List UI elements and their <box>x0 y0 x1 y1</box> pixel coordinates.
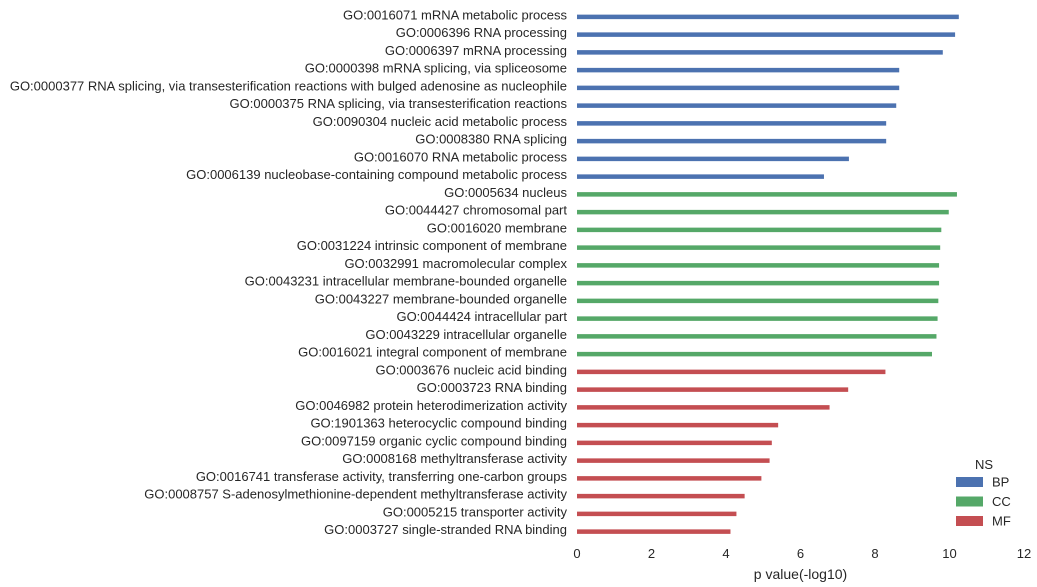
bar-cc <box>577 298 939 304</box>
category-label: GO:0008757 S-adenosylmethionine-dependen… <box>144 487 567 502</box>
bars <box>577 14 959 534</box>
category-label: GO:0003727 single-stranded RNA binding <box>324 522 567 537</box>
category-label: GO:0016741 transferase activity, transfe… <box>196 469 568 484</box>
category-label: GO:0000375 RNA splicing, via transesteri… <box>230 96 568 111</box>
bar-cc <box>577 245 941 250</box>
category-label: GO:0005215 transporter activity <box>383 504 568 519</box>
legend-label-cc: CC <box>992 494 1011 509</box>
category-label: GO:0016070 RNA metabolic process <box>354 149 568 164</box>
category-label: GO:0008168 methyltransferase activity <box>342 451 567 466</box>
category-label: GO:0006397 mRNA processing <box>385 43 567 58</box>
x-tick-label: 0 <box>573 546 580 561</box>
bar-cc <box>577 263 940 268</box>
bar-bp <box>577 138 887 144</box>
bar-mf <box>577 387 849 392</box>
category-label: GO:0003723 RNA binding <box>417 380 567 395</box>
bar-mf <box>577 422 779 428</box>
x-tick-label: 4 <box>722 546 729 561</box>
bar-mf <box>577 369 886 375</box>
x-axis-title: p value(-log10) <box>754 566 847 582</box>
legend-swatch-cc <box>956 496 983 507</box>
legend-swatch-bp <box>956 477 983 487</box>
x-tick-label: 10 <box>942 546 956 561</box>
bar-mf <box>577 458 770 463</box>
category-label: GO:0008380 RNA splicing <box>415 132 567 147</box>
category-label: GO:0016020 membrane <box>427 220 567 235</box>
bar-bp <box>577 121 887 126</box>
bar-bp <box>577 156 849 162</box>
category-label: GO:0043229 intracellular organelle <box>365 327 567 342</box>
bar-bp <box>577 14 959 20</box>
bar-bp <box>577 174 824 179</box>
category-label: GO:0000377 RNA splicing, via transesteri… <box>10 78 567 93</box>
bar-cc <box>577 227 942 233</box>
bar-mf <box>577 476 762 481</box>
bar-mf <box>577 529 731 534</box>
category-label: GO:0044427 chromosomal part <box>385 203 567 218</box>
x-tick-label: 6 <box>797 546 804 561</box>
x-axis-ticks: 0 2 4 6 8 10 12 <box>573 546 1031 561</box>
bar-cc <box>577 351 932 357</box>
category-label: GO:0043231 intracellular membrane-bounde… <box>245 274 567 289</box>
legend-label-mf: MF <box>992 514 1011 529</box>
legend: NS BP CC MF <box>956 457 1011 529</box>
bar-cc <box>577 280 940 286</box>
bar-bp <box>577 85 900 91</box>
bar-bp <box>577 67 900 73</box>
category-label: GO:0046982 protein heterodimerization ac… <box>295 398 567 413</box>
x-tick-label: 12 <box>1017 546 1031 561</box>
category-label: GO:0000398 mRNA splicing, via spliceosom… <box>305 61 567 76</box>
bar-cc <box>577 316 938 321</box>
category-label: GO:1901363 heterocyclic compound binding <box>310 416 567 431</box>
category-label: GO:0032991 macromolecular complex <box>344 256 567 271</box>
category-label: GO:0005634 nucleus <box>444 185 567 200</box>
bar-bp <box>577 50 943 55</box>
bar-mf <box>577 493 745 499</box>
legend-label-bp: BP <box>992 475 1009 490</box>
category-label: GO:0003676 nucleic acid binding <box>375 362 567 377</box>
category-labels: GO:0016071 mRNA metabolic process GO:0006… <box>10 7 568 537</box>
category-label: GO:0044424 intracellular part <box>396 309 567 324</box>
bar-bp <box>577 32 956 37</box>
legend-swatch-mf <box>956 516 983 526</box>
legend-title: NS <box>975 457 993 472</box>
category-label: GO:0097159 organic cyclic compound bindi… <box>301 433 567 448</box>
bar-cc <box>577 209 949 215</box>
bar-mf <box>577 511 737 517</box>
bar-bp <box>577 103 897 108</box>
x-tick-label: 2 <box>648 546 655 561</box>
category-label: GO:0031224 intrinsic component of membra… <box>297 238 567 253</box>
bar-cc <box>577 334 937 339</box>
category-label: GO:0016071 mRNA metabolic process <box>343 7 567 22</box>
category-label: GO:0090304 nucleic acid metabolic proces… <box>313 114 568 129</box>
bar-cc <box>577 192 957 197</box>
bar-mf <box>577 440 772 446</box>
category-label: GO:0006139 nucleobase-containing compoun… <box>186 167 567 182</box>
x-tick-label: 8 <box>871 546 878 561</box>
category-label: GO:0006396 RNA processing <box>396 25 567 40</box>
category-label: GO:0016021 integral component of membran… <box>298 345 567 360</box>
category-label: GO:0043227 membrane-bounded organelle <box>315 291 567 306</box>
bar-mf <box>577 405 830 410</box>
